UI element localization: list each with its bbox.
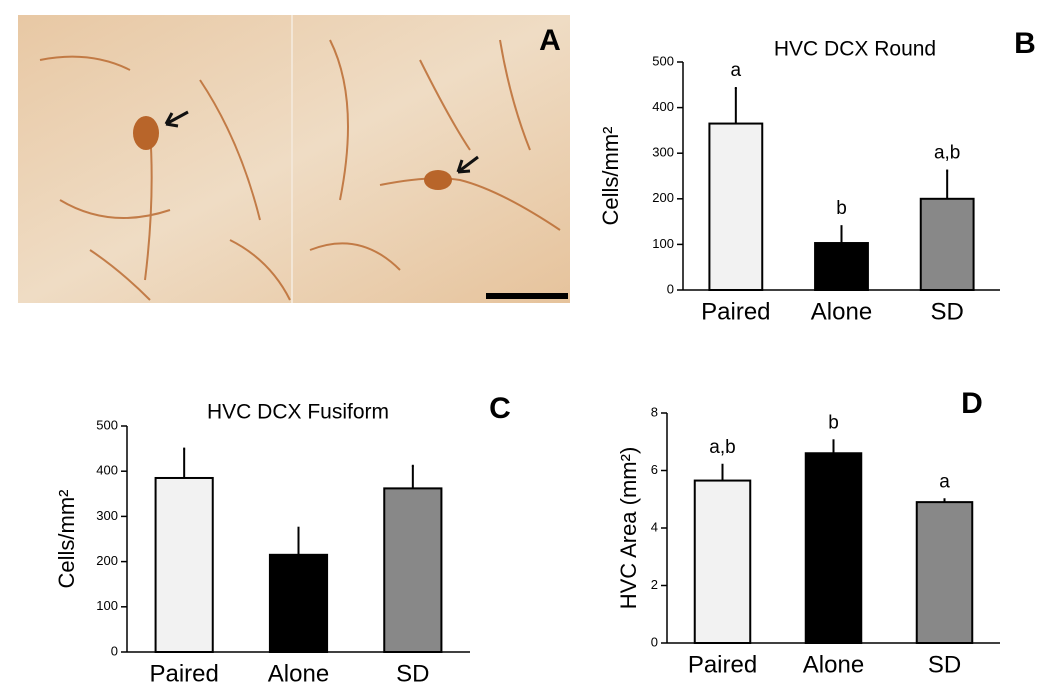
y-tick-label: 300 (652, 145, 674, 160)
bar-chart: D HVC Area (mm²) 0 2 4 6 8 Paired a,b Alone b SD a (616, 387, 1000, 678)
y-tick-label: 8 (651, 404, 658, 419)
bar (915, 501, 974, 644)
y-axis-label: Cells/mm² (598, 127, 623, 226)
y-axis-label: Cells/mm² (54, 490, 79, 589)
x-tick-label: SD (928, 651, 961, 678)
y-tick-label: 400 (96, 463, 118, 478)
y-tick-label: 200 (652, 190, 674, 205)
significance-label: a (731, 60, 742, 81)
y-axis-label: HVC Area (mm²) (616, 447, 641, 610)
y-tick-label: 200 (96, 553, 118, 568)
bar (814, 242, 869, 291)
x-tick-label: Paired (688, 651, 757, 678)
x-tick-label: Alone (803, 651, 864, 678)
x-tick-label: Alone (811, 298, 872, 325)
chart-title: HVC DCX Round (774, 38, 936, 61)
y-tick-label: 500 (652, 53, 674, 68)
y-tick-label: 400 (652, 99, 674, 114)
panel-label: B (1014, 27, 1036, 60)
y-tick-label: 100 (652, 236, 674, 251)
y-tick-label: 2 (651, 577, 658, 592)
bar (154, 476, 214, 654)
x-tick-label: SD (396, 660, 429, 687)
bar (919, 197, 975, 291)
chart-title: HVC DCX Fusiform (207, 401, 389, 424)
x-tick-label: Paired (701, 298, 770, 325)
x-tick-label: Alone (268, 660, 329, 687)
bar (708, 122, 764, 291)
x-tick-label: SD (930, 298, 963, 325)
bar (693, 479, 752, 644)
significance-label: a,b (709, 437, 735, 458)
significance-label: b (836, 198, 847, 219)
y-tick-label: 0 (111, 643, 118, 658)
y-tick-label: 300 (96, 508, 118, 523)
y-tick-label: 6 (651, 462, 658, 477)
y-tick-label: 500 (96, 417, 118, 432)
y-tick-label: 0 (651, 634, 658, 649)
significance-label: a (939, 471, 950, 492)
panel-label: A (539, 24, 561, 57)
micrograph: A (18, 15, 570, 303)
panel-label: D (961, 387, 983, 420)
y-tick-label: 100 (96, 598, 118, 613)
significance-label: a,b (934, 143, 960, 164)
significance-label: b (828, 412, 839, 433)
panel-label: C (489, 392, 511, 425)
y-tick-label: 0 (667, 281, 674, 296)
bar (804, 452, 863, 644)
bar-chart: HVC DCX Round B Cells/mm² 0 100 200 300 400 500 P… (598, 27, 1036, 325)
bar (383, 487, 443, 653)
bar-chart: HVC DCX Fusiform C Cells/mm² 0 100 200 300 400 5… (54, 392, 511, 687)
bar (268, 553, 329, 654)
x-tick-label: Paired (149, 660, 218, 687)
y-tick-label: 4 (651, 519, 658, 534)
